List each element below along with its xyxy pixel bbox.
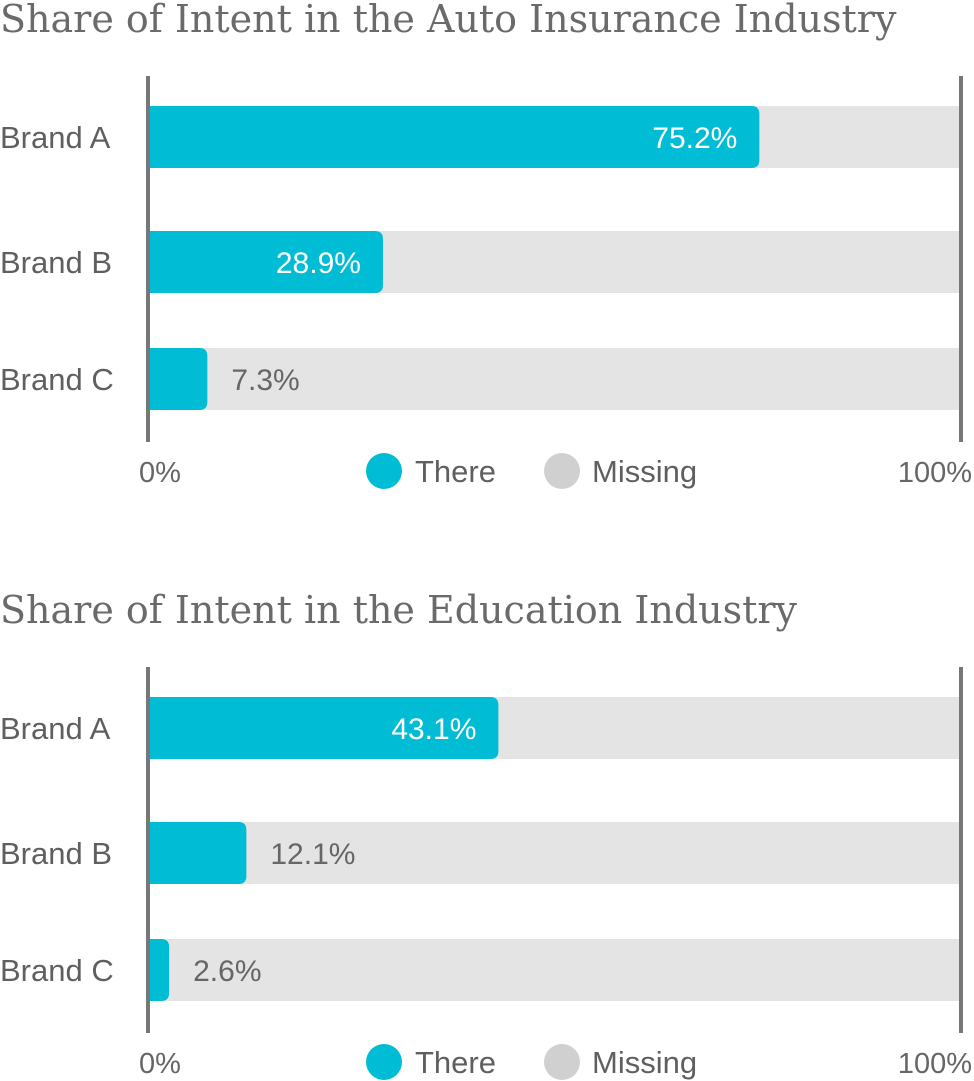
bar-there [148,106,760,168]
bar-there [148,348,208,410]
legend-swatch-missing [544,1044,580,1080]
category-label: Brand A [0,120,111,155]
bar-there [148,231,383,293]
bar-missing [148,348,961,410]
value-label: 75.2% [652,122,737,155]
tick-label-max: 100% [898,457,972,489]
legend-label-missing: Missing [592,454,697,489]
category-label: Brand C [0,953,114,988]
chart-auto-insurance: Share of Intent in the Auto Insurance In… [0,0,972,489]
bar-there [148,939,170,1001]
chart-title: Share of Intent in the Auto Insurance In… [0,0,897,41]
legend-swatch-there [366,1044,402,1080]
chart-education: Share of Intent in the Education Industr… [0,588,972,1080]
category-label: Brand A [0,711,111,746]
chart-title: Share of Intent in the Education Industr… [0,588,798,632]
value-label: 7.3% [231,364,299,397]
legend-label-there: There [415,454,496,489]
legend: There Missing [366,453,697,489]
value-label: 43.1% [391,713,476,746]
bar-missing [148,939,961,1001]
legend-label-missing: Missing [592,1045,697,1080]
value-label: 12.1% [270,838,355,871]
legend-label-there: There [415,1045,496,1080]
tick-label-max: 100% [898,1048,972,1080]
category-label: Brand B [0,245,112,280]
legend-swatch-there [366,453,402,489]
legend-swatch-missing [544,453,580,489]
bar-missing [148,822,961,884]
bar-there [148,697,499,759]
category-label: Brand C [0,362,114,397]
value-label: 28.9% [276,247,361,280]
category-label: Brand B [0,836,112,871]
tick-label-min: 0% [139,1048,181,1080]
legend: There Missing [366,1044,697,1080]
value-label: 2.6% [193,955,261,988]
bar-there [148,822,247,884]
tick-label-min: 0% [139,457,181,489]
